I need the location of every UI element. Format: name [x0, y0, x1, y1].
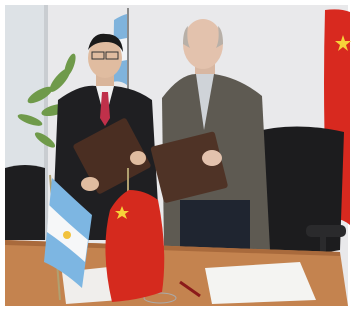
flag-pole [127, 8, 129, 98]
photo [0, 0, 353, 311]
papers-right [205, 262, 316, 304]
hand [130, 151, 146, 165]
chair-arm [306, 225, 346, 237]
hand [81, 177, 99, 191]
chair-left [5, 165, 45, 240]
mini-flag-china [105, 190, 164, 302]
sun [63, 231, 71, 239]
page [0, 0, 353, 311]
trousers [180, 200, 250, 250]
head-right [183, 19, 223, 69]
hand [202, 150, 222, 166]
